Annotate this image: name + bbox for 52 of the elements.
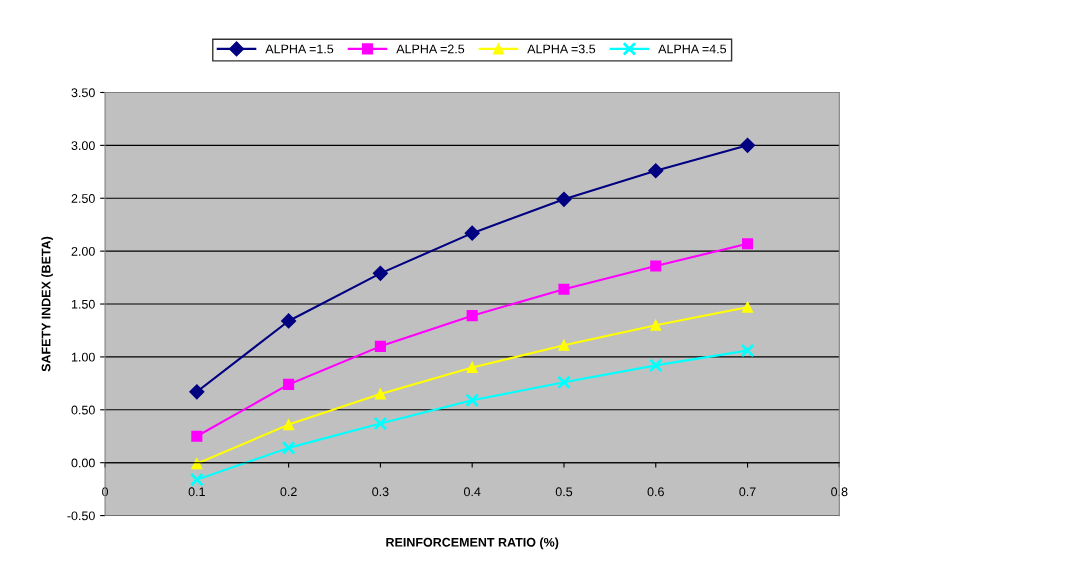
point (741, 238, 754, 250)
y-axis-title: SAFETY INDEX (BETA) (41, 236, 53, 372)
y-tick-label: 1.00 (71, 352, 95, 362)
y-tick-label: 0.50 (71, 405, 95, 415)
point (281, 313, 297, 329)
x-tick-label: 0.7 (739, 487, 756, 497)
point (189, 384, 205, 400)
point (556, 191, 572, 207)
point (191, 430, 203, 442)
point (466, 310, 478, 322)
x-tick-label: 0.2 (280, 487, 297, 497)
point (373, 416, 388, 431)
point (281, 440, 296, 455)
point (372, 265, 388, 281)
point (466, 361, 478, 374)
point (648, 163, 664, 179)
point (465, 393, 480, 408)
y-tick-label: 2.50 (71, 194, 95, 203)
x-axis-title: REINFORCEMENT RATIO (%) (386, 537, 559, 550)
point (739, 137, 756, 153)
y-tick-label: 3.50 (71, 88, 95, 98)
y-tick-label: -0.50 (67, 511, 95, 521)
legend-label: ALPHA =4.5 (658, 44, 727, 54)
point (191, 458, 203, 470)
point (650, 260, 662, 272)
point (740, 343, 755, 358)
point (558, 283, 570, 295)
y-tick-label: 2.00 (71, 246, 95, 256)
x-tick-label: 0.4 (463, 487, 481, 497)
legend-label: ALPHA =1.5 (265, 44, 334, 54)
point (648, 358, 663, 373)
y-tick-label: 1.50 (71, 299, 95, 309)
point (283, 378, 295, 390)
point (650, 319, 662, 331)
point (558, 339, 570, 351)
y-tick-label: 0.00 (71, 458, 95, 468)
point (741, 301, 754, 313)
point (283, 419, 295, 431)
x-tick-label: 0.6 (647, 487, 664, 497)
legend-label: ALPHA =3.5 (527, 44, 596, 54)
point (374, 388, 386, 400)
y-tick-label: 3.00 (71, 141, 95, 151)
point (374, 340, 386, 352)
point (189, 472, 204, 487)
x-tick-label: 0.1 (188, 487, 205, 497)
point (464, 225, 480, 241)
legend-label: ALPHA =2.5 (396, 44, 465, 54)
x-tick-label: 0.5 (555, 487, 573, 497)
point (557, 375, 571, 390)
x-tick-label: 0.3 (372, 487, 389, 497)
x-tick-label: 0.8 (831, 487, 848, 497)
x-tick-label: 0 (102, 487, 109, 497)
